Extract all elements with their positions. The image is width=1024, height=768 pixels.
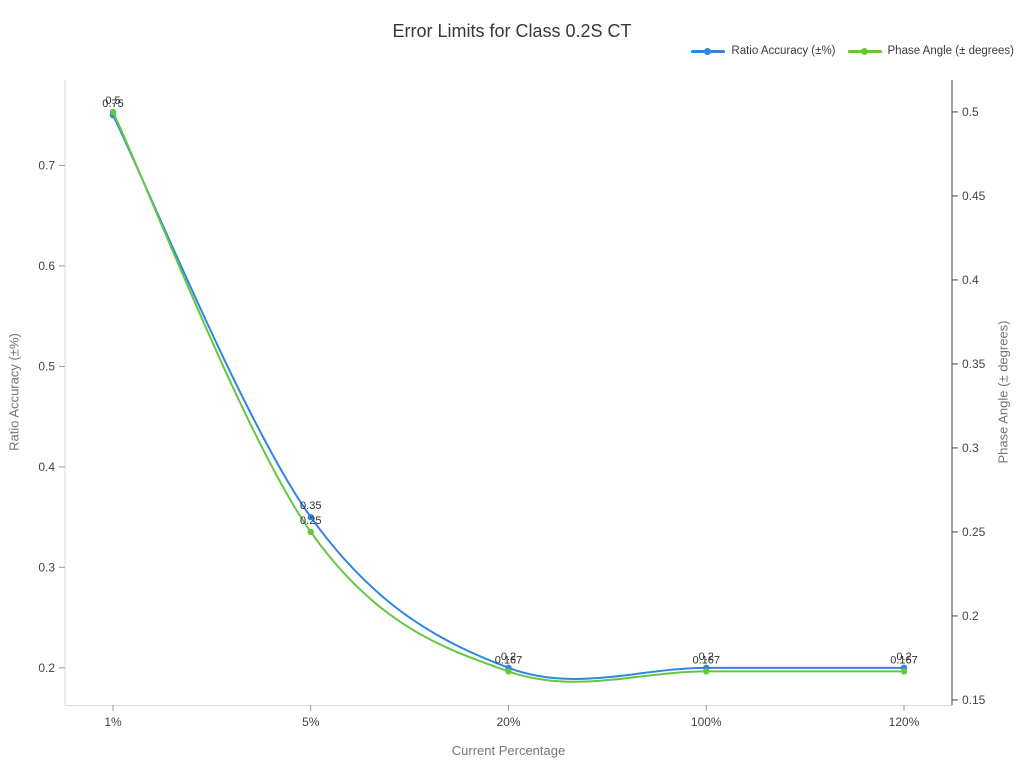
y-axis-left-tick-label: 0.6 (38, 259, 55, 273)
y-axis-right-tick-label: 0.25 (962, 525, 986, 539)
x-axis-tick-label: 1% (104, 715, 122, 729)
data-point-label: 0.167 (692, 654, 720, 666)
x-axis-title: Current Percentage (451, 743, 566, 758)
line-marker-icon (847, 47, 882, 55)
data-point-marker (505, 668, 512, 675)
y-axis-left-tick-label: 0.5 (38, 359, 55, 373)
data-point-marker (900, 668, 908, 675)
data-point-marker (109, 108, 117, 116)
y-axis-right-tick-label: 0.15 (962, 693, 986, 707)
legend-item-phase-angle[interactable]: Phase Angle (± degrees) (847, 45, 1015, 57)
series-line-0 (112, 114, 904, 680)
data-point-marker (703, 668, 710, 675)
x-axis-tick-label: 120% (889, 715, 920, 729)
data-point-label: 0.2 (501, 651, 516, 663)
data-point-label: 0.75 (102, 98, 123, 110)
data-point-marker (307, 528, 314, 536)
legend-label-phase-angle: Phase Angle (± degrees) (887, 45, 1015, 57)
data-point-marker (307, 513, 314, 521)
y-axis-left-tick-label: 0.3 (38, 560, 55, 574)
chart-title: Error Limits for Class 0.2S CT (392, 21, 632, 41)
legend-item-ratio-accuracy[interactable]: Ratio Accuracy (±%) (691, 45, 836, 57)
data-point-label: 0.2 (699, 651, 714, 663)
data-point-label: 0.2 (896, 651, 911, 663)
series-line-1 (112, 111, 904, 683)
data-point-label: 0.5 (105, 95, 120, 107)
x-axis-tick-label: 20% (496, 715, 520, 729)
data-point-label: 0.35 (300, 500, 321, 512)
y-axis-left-tick-label: 0.7 (38, 158, 55, 172)
x-axis-tick-label: 5% (302, 715, 320, 729)
line-marker-icon (691, 47, 726, 55)
data-point-label: 0.167 (890, 654, 918, 666)
y-axis-right-tick-label: 0.45 (962, 189, 986, 203)
legend: Ratio Accuracy (±%) Phase Angle (± degre… (691, 45, 1014, 57)
data-point-label: 0.167 (495, 654, 523, 666)
y-axis-right-tick-label: 0.5 (962, 105, 979, 119)
x-axis-tick-label: 100% (691, 715, 722, 729)
y-axis-right-tick-label: 0.3 (962, 441, 979, 455)
y-axis-right-tick-label: 0.35 (962, 357, 986, 371)
y-axis-title-right: Phase Angle (± degrees) (995, 320, 1011, 464)
y-axis-right-tick-label: 0.2 (962, 609, 979, 623)
y-axis-left-tick-label: 0.2 (38, 661, 55, 675)
y-axis-right-tick-label: 0.4 (962, 273, 979, 287)
y-axis-left-tick-label: 0.4 (38, 460, 55, 474)
data-point-label: 0.25 (300, 515, 321, 527)
y-axis-title-left: Ratio Accuracy (±%) (6, 333, 22, 451)
legend-label-ratio-accuracy: Ratio Accuracy (±%) (731, 45, 836, 57)
